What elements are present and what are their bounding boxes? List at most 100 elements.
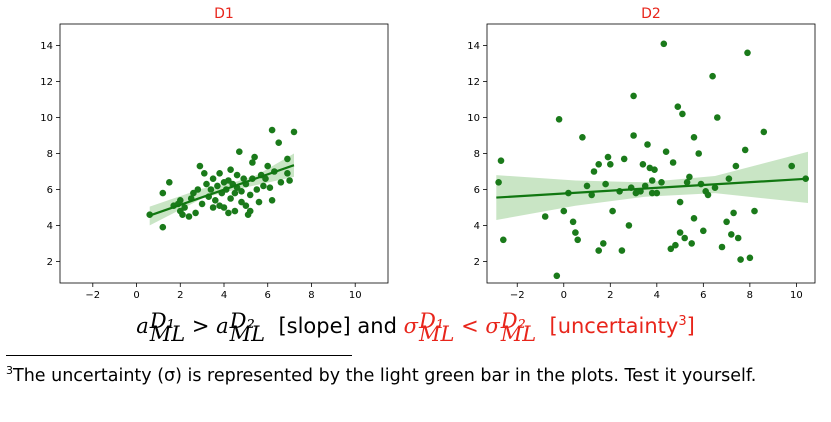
data-point bbox=[760, 128, 768, 136]
data-point bbox=[730, 209, 737, 217]
x-tick-label: 4 bbox=[654, 290, 660, 300]
data-point bbox=[741, 146, 749, 154]
axes-frame bbox=[59, 23, 389, 284]
data-point bbox=[203, 180, 210, 188]
data-point bbox=[214, 182, 221, 190]
data-point bbox=[751, 207, 758, 215]
data-point bbox=[231, 189, 239, 197]
data-point bbox=[159, 189, 167, 197]
data-point bbox=[588, 191, 595, 199]
data-point bbox=[688, 240, 695, 247]
regression-line bbox=[149, 164, 295, 217]
data-point bbox=[246, 191, 254, 199]
data-point bbox=[681, 234, 688, 242]
data-point bbox=[639, 161, 647, 168]
data-point bbox=[225, 209, 232, 217]
data-point bbox=[690, 215, 698, 222]
data-point bbox=[744, 49, 751, 57]
y-tick-label: 6 bbox=[474, 185, 480, 196]
data-point bbox=[541, 213, 549, 220]
x-tick-label: 8 bbox=[308, 290, 314, 300]
data-point bbox=[683, 179, 691, 186]
footnote-number: 3 bbox=[6, 364, 13, 377]
data-point bbox=[618, 247, 626, 254]
data-point bbox=[553, 272, 561, 280]
x-tick-label: −2 bbox=[510, 290, 525, 300]
data-point bbox=[660, 40, 668, 48]
data-point bbox=[728, 231, 735, 238]
data-point bbox=[648, 177, 656, 184]
data-point bbox=[662, 148, 670, 155]
data-point bbox=[604, 153, 612, 161]
data-point bbox=[212, 197, 219, 204]
data-point bbox=[209, 204, 217, 211]
data-point bbox=[231, 207, 239, 215]
y-tick-label: 10 bbox=[467, 113, 480, 124]
data-point bbox=[679, 110, 686, 118]
x-tick-label: 2 bbox=[177, 290, 183, 300]
data-point bbox=[201, 170, 208, 177]
y-tick-label: 6 bbox=[47, 185, 53, 196]
confidence-band bbox=[496, 151, 808, 220]
data-point bbox=[737, 256, 744, 263]
data-point bbox=[220, 204, 228, 211]
x-tick-label: 6 bbox=[700, 290, 706, 300]
data-point bbox=[262, 175, 269, 182]
charts-area: D1 −2 0 2 4 6 8 10 2 4 6 8 10 12 14 D2 −2 0 2 4 6 8 10 2 4 6 8 10 1… bbox=[40, 6, 816, 300]
footnote-rule bbox=[6, 355, 352, 356]
data-point bbox=[658, 179, 665, 186]
data-point bbox=[177, 197, 184, 204]
data-point bbox=[233, 171, 241, 179]
data-point bbox=[669, 159, 677, 166]
data-point bbox=[495, 179, 502, 186]
data-point bbox=[194, 186, 202, 193]
data-point bbox=[630, 92, 637, 100]
data-point bbox=[555, 116, 563, 123]
data-point bbox=[198, 200, 206, 208]
y-tick-label: 12 bbox=[40, 77, 53, 88]
axes-frame bbox=[486, 23, 816, 284]
data-point bbox=[181, 204, 188, 211]
slope-d2: a D₂ ML bbox=[216, 308, 266, 346]
data-point bbox=[704, 191, 712, 199]
data-point bbox=[607, 161, 614, 168]
data-point bbox=[595, 247, 602, 254]
data-point bbox=[179, 211, 186, 218]
footnote-marker: 3 bbox=[678, 314, 687, 329]
data-point bbox=[602, 180, 609, 188]
y-tick-label: 4 bbox=[474, 221, 480, 232]
data-point bbox=[497, 157, 505, 164]
y-tick-label: 2 bbox=[47, 257, 53, 268]
data-point bbox=[166, 179, 173, 186]
y-tick-label: 14 bbox=[467, 41, 480, 52]
data-point bbox=[746, 254, 754, 262]
data-point bbox=[630, 132, 637, 139]
data-point bbox=[667, 245, 675, 253]
data-point bbox=[672, 241, 679, 249]
data-point bbox=[579, 134, 586, 141]
y-tick-label: 8 bbox=[474, 149, 480, 160]
x-tick-label: 10 bbox=[349, 290, 362, 300]
data-point bbox=[690, 134, 698, 141]
data-point bbox=[709, 72, 716, 80]
data-point bbox=[734, 234, 742, 242]
data-point bbox=[625, 222, 633, 229]
data-point bbox=[725, 175, 733, 182]
data-point bbox=[711, 184, 719, 191]
data-point bbox=[609, 207, 616, 215]
data-point bbox=[264, 162, 272, 170]
data-point bbox=[600, 240, 607, 247]
data-point bbox=[253, 186, 261, 193]
data-point bbox=[240, 175, 247, 182]
data-point bbox=[185, 213, 193, 220]
regression-line bbox=[496, 177, 809, 199]
data-point bbox=[674, 103, 682, 110]
slope-label: [slope] bbox=[278, 314, 351, 338]
data-point bbox=[286, 177, 293, 184]
data-point bbox=[714, 114, 721, 121]
data-point bbox=[732, 162, 740, 170]
data-point bbox=[648, 189, 656, 197]
data-point bbox=[574, 236, 581, 244]
footnote: 3The uncertainty (σ) is represented by t… bbox=[6, 358, 826, 389]
x-tick-label: 6 bbox=[265, 290, 271, 300]
